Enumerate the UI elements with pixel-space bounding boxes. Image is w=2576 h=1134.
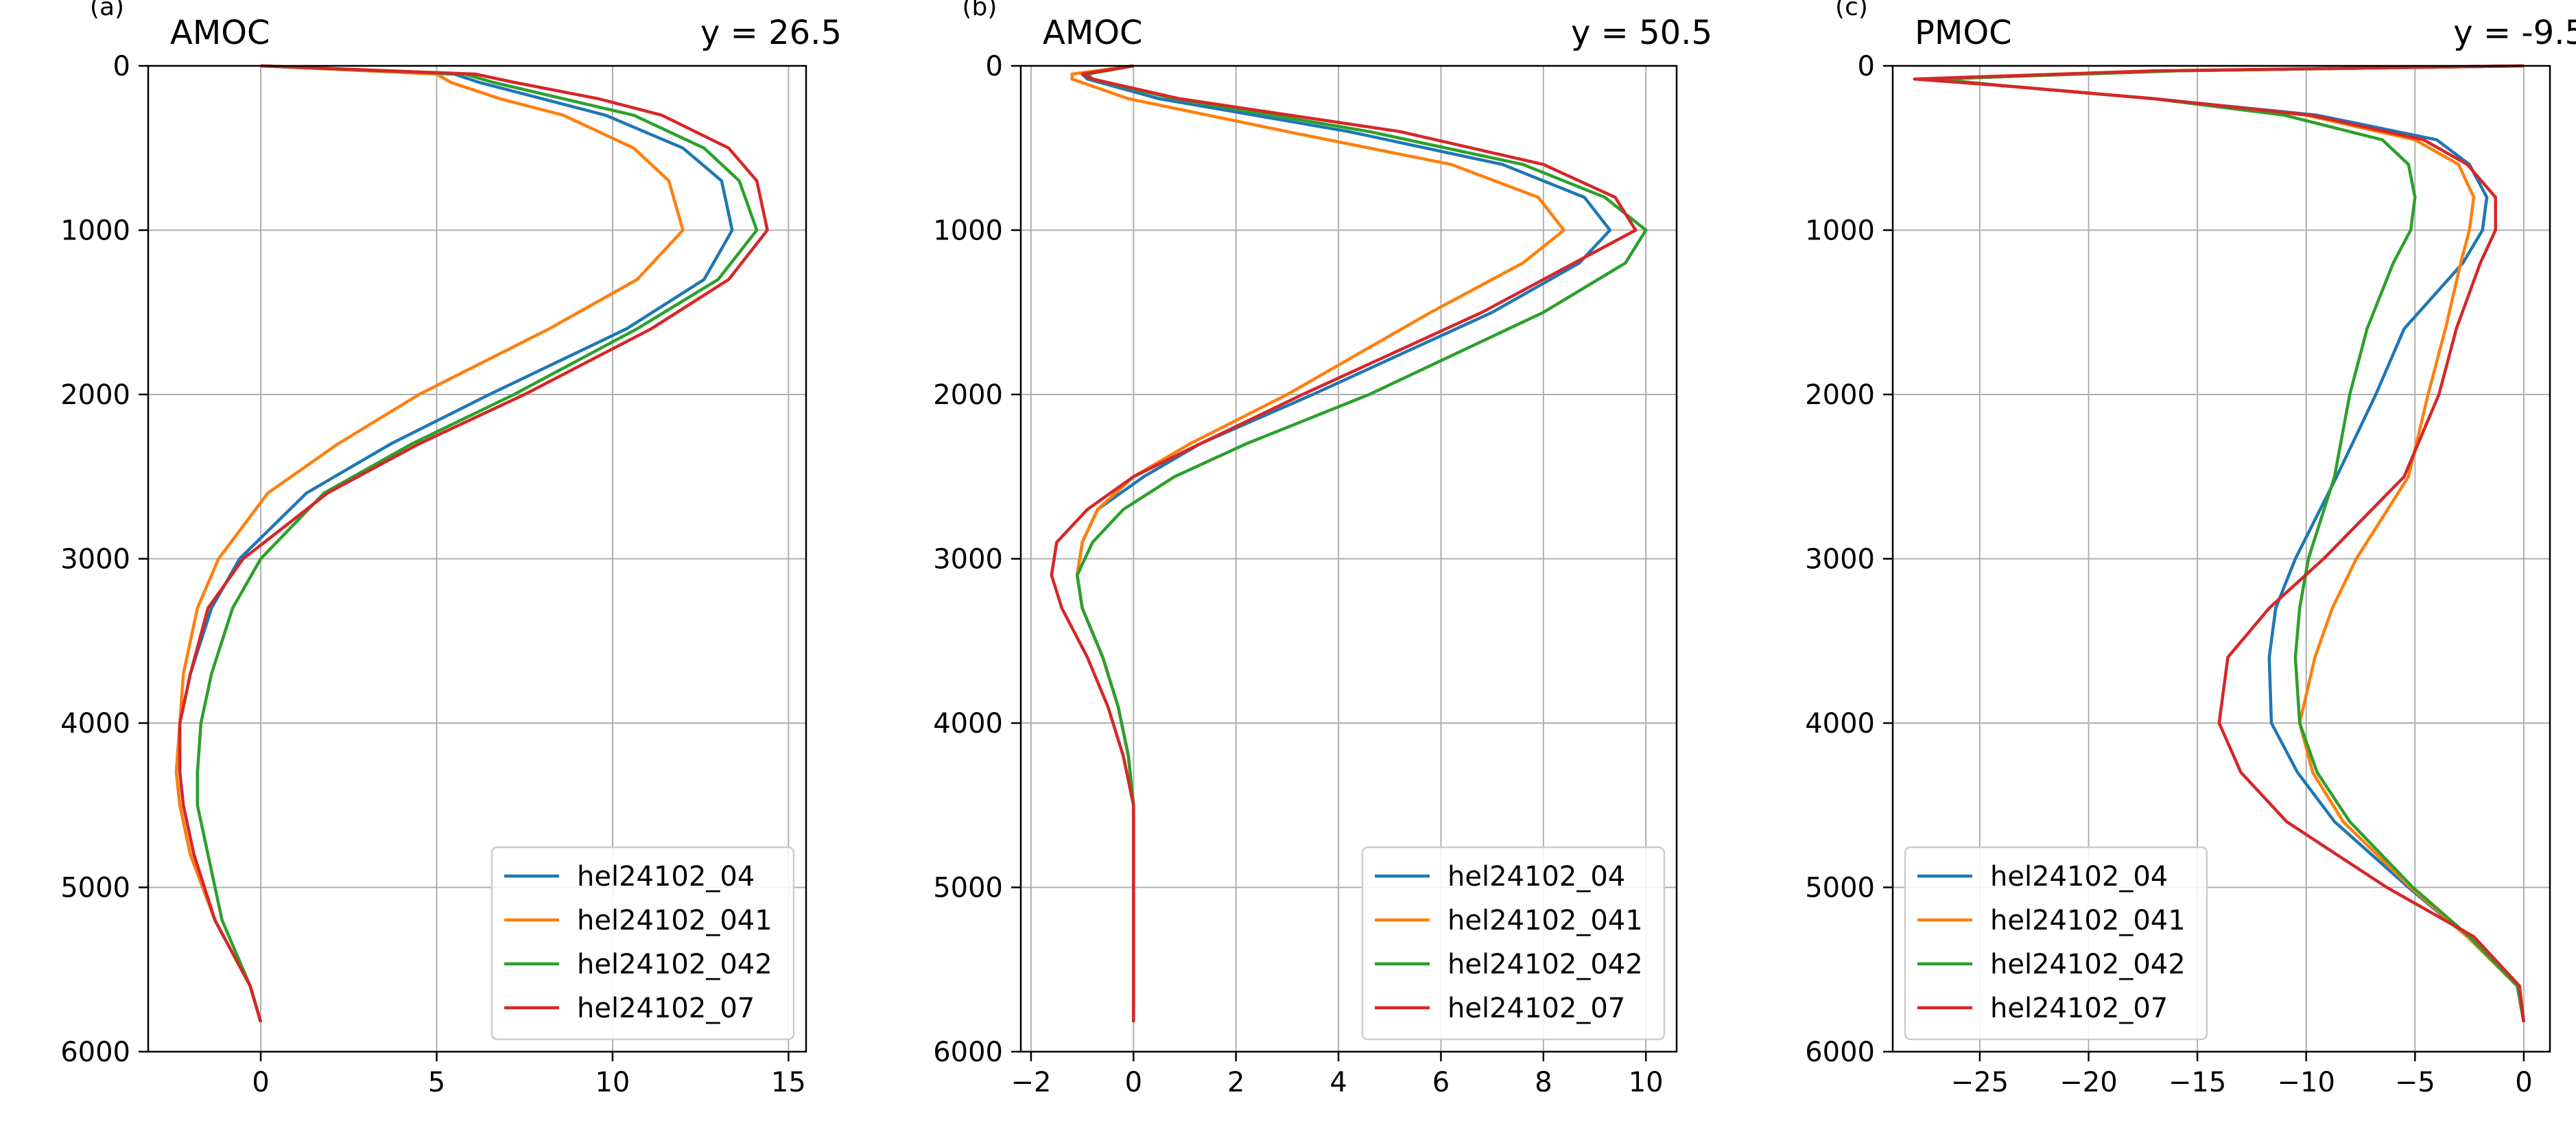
- y-tick-label: 4000: [60, 708, 130, 740]
- legend-label: hel24102_04: [1447, 861, 1625, 893]
- panel-label: (b): [962, 0, 997, 21]
- legend-label: hel24102_07: [577, 993, 755, 1024]
- x-tick-label: 5: [428, 1067, 445, 1098]
- legend: hel24102_04 hel24102_041 hel24102_042 hel24…: [491, 846, 795, 1041]
- y-tick-label: 6000: [933, 1037, 1003, 1068]
- x-tick-label: 4: [1330, 1067, 1347, 1098]
- x-tick-label: −15: [2169, 1067, 2226, 1098]
- x-tick-label: −20: [2059, 1067, 2117, 1098]
- legend-label: hel24102_041: [577, 905, 772, 936]
- x-tick-label: 0: [252, 1067, 269, 1098]
- legend-box: [1904, 846, 2208, 1041]
- series-line-hel24102_042: [196, 64, 759, 1023]
- y-tick-label: 3000: [933, 544, 1003, 576]
- chart-title-right: y = 26.5: [700, 14, 842, 52]
- y-tick-label: 6000: [60, 1037, 130, 1068]
- series-line-hel24102_07: [178, 64, 769, 1023]
- y-tick-label: 3000: [60, 544, 130, 576]
- panel-label: (c): [1835, 0, 1868, 21]
- x-tick-label: −5: [2395, 1067, 2435, 1098]
- x-tick-label: 2: [1227, 1067, 1244, 1098]
- x-tick-label: −25: [1951, 1067, 2009, 1098]
- x-tick-label: 15: [771, 1067, 806, 1098]
- y-tick-label: 5000: [933, 873, 1003, 904]
- chart-title: AMOC: [170, 14, 270, 52]
- y-tick-label: 2000: [60, 379, 130, 411]
- panel-label: (a): [90, 0, 124, 21]
- y-tick-label: 5000: [60, 873, 130, 904]
- x-tick-label: 8: [1535, 1067, 1552, 1098]
- legend-label: hel24102_04: [577, 861, 755, 893]
- y-tick-label: 2000: [933, 379, 1003, 411]
- x-tick-label: 10: [1629, 1067, 1664, 1098]
- x-tick-label: −2: [1011, 1067, 1051, 1098]
- y-tick-label: 6000: [1805, 1037, 1875, 1068]
- x-tick-label: 10: [595, 1067, 630, 1098]
- y-tick-label: 1000: [933, 215, 1003, 247]
- legend-label: hel24102_042: [1990, 949, 2186, 980]
- series-line-hel24102_07: [1913, 64, 2526, 1023]
- x-tick-label: −10: [2278, 1067, 2335, 1098]
- panel-2: −2 0 2 4 6 8 10 0 1000 2000 3000 4000 5000 6000 (b) AMO…: [933, 0, 1712, 1098]
- series-line-hel24102_042: [1075, 64, 1648, 1022]
- y-tick-label: 1000: [60, 215, 130, 247]
- legend-label: hel24102_042: [1447, 949, 1643, 980]
- chart-title: PMOC: [1915, 14, 2012, 52]
- series-line-hel24102_041: [174, 64, 685, 1023]
- legend: hel24102_04 hel24102_041 hel24102_042 hel24…: [1361, 846, 1666, 1041]
- panel-1: 0 5 10 15 0 1000 2000 3000 4000 5000 6000 (a) AMOC y …: [60, 0, 842, 1098]
- y-tick-label: 4000: [933, 708, 1003, 740]
- y-tick-label: 0: [113, 51, 130, 82]
- x-tick-label: 6: [1432, 1067, 1450, 1098]
- series-line-hel24102_07: [1050, 64, 1638, 1022]
- chart-title-right: y = -9.5: [2453, 14, 2576, 52]
- y-tick-label: 1000: [1805, 215, 1875, 247]
- chart-title: AMOC: [1043, 14, 1143, 52]
- legend-box: [491, 846, 795, 1041]
- y-tick-label: 0: [1858, 51, 1875, 82]
- y-tick-label: 2000: [1805, 379, 1875, 411]
- legend-label: hel24102_042: [577, 949, 772, 980]
- legend-label: hel24102_041: [1447, 905, 1643, 936]
- x-tick-label: 0: [2515, 1067, 2532, 1098]
- chart-title-right: y = 50.5: [1571, 14, 1712, 52]
- legend-label: hel24102_041: [1990, 905, 2186, 936]
- panel-3: −25 −20 −15 −10 −5 0 0 1000 2000 3000 4000 5000 6000…: [1805, 0, 2576, 1098]
- legend: hel24102_04 hel24102_041 hel24102_042 hel24…: [1904, 846, 2208, 1041]
- legend-label: hel24102_04: [1990, 861, 2168, 893]
- y-tick-label: 5000: [1805, 873, 1875, 904]
- y-tick-label: 0: [986, 51, 1003, 82]
- y-tick-label: 4000: [1805, 708, 1875, 740]
- y-tick-label: 3000: [1805, 544, 1875, 576]
- legend-label: hel24102_07: [1447, 993, 1625, 1024]
- legend-label: hel24102_07: [1990, 993, 2168, 1024]
- x-tick-label: 0: [1125, 1067, 1142, 1098]
- legend-box: [1361, 846, 1666, 1041]
